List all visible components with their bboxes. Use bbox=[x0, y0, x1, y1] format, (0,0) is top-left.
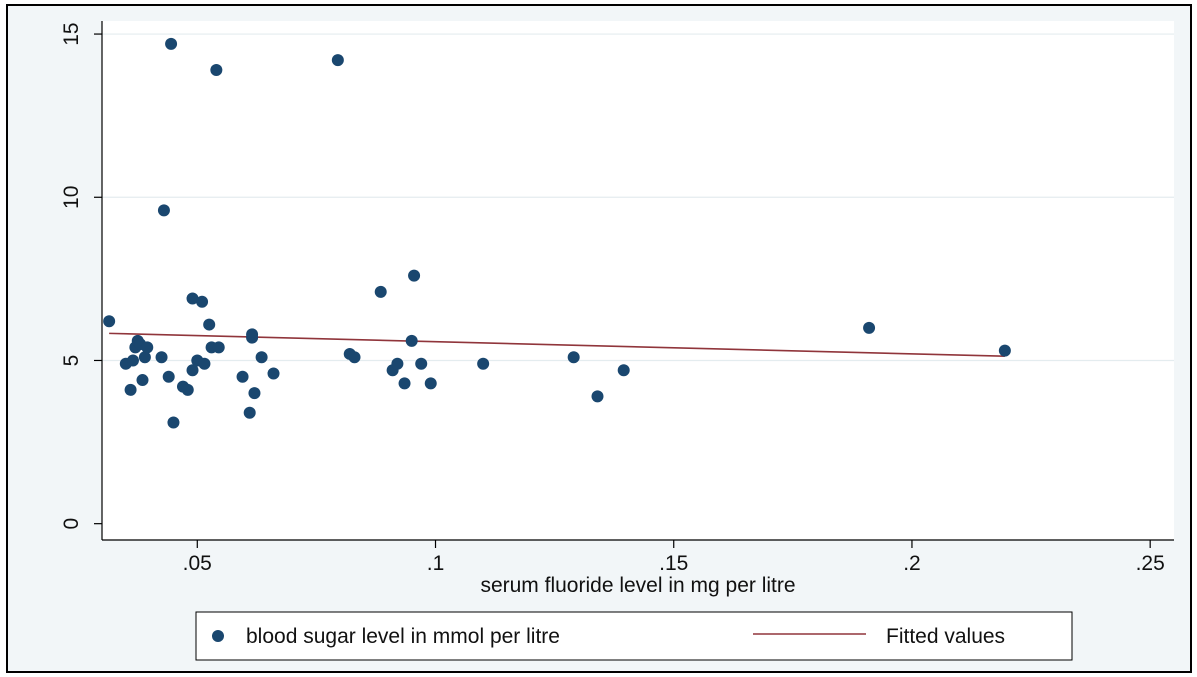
scatter-point bbox=[186, 364, 199, 377]
gridlines bbox=[102, 33, 1174, 362]
scatter-point bbox=[181, 383, 194, 396]
scatter-point bbox=[196, 295, 209, 308]
y-ticks: 0 5 10 15 bbox=[60, 22, 102, 530]
y-tick-label: 10 bbox=[60, 186, 83, 209]
scatter-point bbox=[255, 351, 268, 364]
scatter-point bbox=[236, 370, 249, 383]
x-tick-label: .15 bbox=[659, 552, 688, 575]
scatter-point bbox=[863, 321, 876, 334]
axes bbox=[101, 21, 1174, 541]
fitted-line bbox=[109, 332, 1005, 358]
legend-label-fit-line: Fitted values bbox=[886, 625, 1005, 648]
x-tick-label: .2 bbox=[903, 552, 921, 575]
scatter-point bbox=[243, 406, 256, 419]
scatter-point bbox=[155, 351, 168, 364]
scatter-point bbox=[998, 344, 1011, 357]
scatter-point bbox=[157, 204, 170, 217]
scatter-point bbox=[248, 387, 261, 400]
x-axis-title: serum fluoride level in mg per litre bbox=[480, 574, 795, 597]
scatter-point bbox=[405, 334, 418, 347]
scatter-point bbox=[103, 315, 116, 328]
scatter-point bbox=[398, 377, 411, 390]
scatter-point bbox=[567, 351, 580, 364]
scatter-point bbox=[212, 341, 225, 354]
x-tick-label: .1 bbox=[427, 552, 445, 575]
y-tick-label: 5 bbox=[60, 355, 83, 367]
scatter-point bbox=[124, 383, 137, 396]
x-tick-label: .05 bbox=[183, 552, 212, 575]
scatter-point bbox=[136, 374, 149, 387]
scatter-point bbox=[186, 292, 199, 305]
scatter-point bbox=[348, 351, 361, 364]
series bbox=[103, 37, 1011, 429]
scatter-point bbox=[165, 37, 178, 50]
scatter-point bbox=[424, 377, 437, 390]
legend-box bbox=[195, 611, 1073, 661]
scatter-point bbox=[167, 416, 180, 429]
scatter-point bbox=[138, 351, 151, 364]
plot-area bbox=[102, 21, 1174, 540]
scatter-point bbox=[408, 269, 421, 282]
scatter-point bbox=[246, 328, 259, 341]
scatter-point bbox=[267, 367, 280, 380]
legend: blood sugar level in mmol per litre Fitt… bbox=[195, 611, 1073, 661]
scatter-point bbox=[198, 357, 211, 370]
x-ticks: .05 .1 .15 .2 .25 bbox=[183, 540, 1165, 575]
legend-label-scatter: blood sugar level in mmol per litre bbox=[246, 625, 560, 648]
y-tick-label: 0 bbox=[60, 518, 83, 530]
scatter-point bbox=[210, 63, 223, 76]
scatter-point bbox=[477, 357, 490, 370]
scatter-point bbox=[331, 54, 344, 67]
scatter-point bbox=[162, 370, 175, 383]
scatter-point bbox=[126, 354, 139, 367]
scatter-point bbox=[415, 357, 428, 370]
scatter-point bbox=[591, 390, 604, 403]
scatter-point bbox=[374, 285, 387, 298]
legend-marker-scatter bbox=[212, 630, 224, 642]
scatter-point bbox=[617, 364, 630, 377]
scatter-point bbox=[391, 357, 404, 370]
x-tick-label: .25 bbox=[1136, 552, 1165, 575]
scatter-point bbox=[141, 341, 154, 354]
y-tick-label: 15 bbox=[60, 22, 83, 45]
scatter-point bbox=[203, 318, 216, 331]
